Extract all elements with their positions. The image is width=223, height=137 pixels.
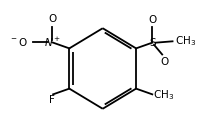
- Text: O: O: [160, 57, 169, 67]
- Text: O: O: [148, 15, 156, 25]
- Text: S: S: [149, 38, 156, 48]
- Text: CH$_3$: CH$_3$: [153, 88, 175, 102]
- Text: $^-$O: $^-$O: [8, 36, 27, 48]
- Text: F: F: [49, 95, 55, 105]
- Text: O: O: [48, 14, 56, 24]
- Text: CH$_3$: CH$_3$: [175, 34, 196, 48]
- Text: $N^+$: $N^+$: [43, 36, 61, 49]
